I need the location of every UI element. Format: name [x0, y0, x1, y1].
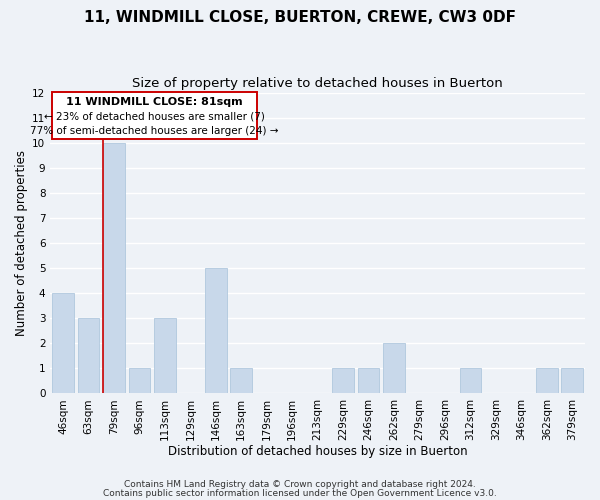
Bar — [562, 368, 583, 394]
Text: 11, WINDMILL CLOSE, BUERTON, CREWE, CW3 0DF: 11, WINDMILL CLOSE, BUERTON, CREWE, CW3 … — [84, 10, 516, 25]
Text: Contains public sector information licensed under the Open Government Licence v3: Contains public sector information licen… — [103, 488, 497, 498]
Bar — [536, 368, 557, 394]
Bar — [332, 368, 354, 394]
Bar — [383, 344, 405, 394]
Text: ← 23% of detached houses are smaller (7): ← 23% of detached houses are smaller (7) — [44, 112, 265, 122]
Bar — [358, 368, 379, 394]
Bar — [205, 268, 227, 394]
X-axis label: Distribution of detached houses by size in Buerton: Distribution of detached houses by size … — [168, 444, 467, 458]
Title: Size of property relative to detached houses in Buerton: Size of property relative to detached ho… — [132, 78, 503, 90]
FancyBboxPatch shape — [52, 92, 257, 140]
Text: 77% of semi-detached houses are larger (24) →: 77% of semi-detached houses are larger (… — [30, 126, 278, 136]
Text: 11 WINDMILL CLOSE: 81sqm: 11 WINDMILL CLOSE: 81sqm — [66, 98, 243, 108]
Bar — [103, 143, 125, 394]
Bar — [460, 368, 481, 394]
Bar — [52, 293, 74, 394]
Y-axis label: Number of detached properties: Number of detached properties — [15, 150, 28, 336]
Text: Contains HM Land Registry data © Crown copyright and database right 2024.: Contains HM Land Registry data © Crown c… — [124, 480, 476, 489]
Bar — [128, 368, 150, 394]
Bar — [154, 318, 176, 394]
Bar — [230, 368, 252, 394]
Bar — [77, 318, 99, 394]
